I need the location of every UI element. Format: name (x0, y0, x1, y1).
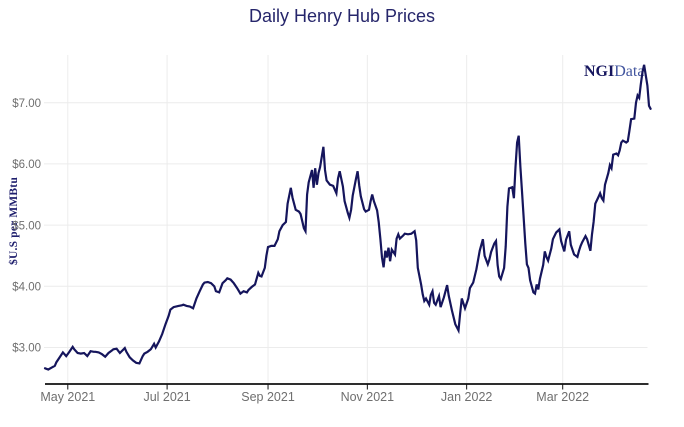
logo-text-bold: NGI (584, 63, 615, 80)
price-line (43, 64, 652, 371)
x-tick-label: Nov 2021 (341, 390, 395, 404)
y-tick-label: $7.00 (12, 98, 41, 110)
y-tick-label: $4.00 (12, 282, 41, 294)
y-tick-label: $5.00 (12, 220, 41, 232)
x-tick-label: May 2021 (40, 390, 95, 404)
x-tick-label: Mar 2022 (536, 390, 589, 404)
logo-text-light: Data (614, 63, 645, 80)
y-tick-label: $6.00 (12, 159, 41, 171)
x-tick-label: Jan 2022 (441, 390, 492, 404)
ngi-data-logo: NGIData (584, 63, 644, 81)
x-tick-label: Sep 2021 (241, 390, 295, 404)
chart-title: Daily Henry Hub Prices (248, 6, 436, 26)
x-tick-label: Jul 2021 (143, 390, 190, 404)
y-tick-label: $3.00 (12, 343, 41, 355)
